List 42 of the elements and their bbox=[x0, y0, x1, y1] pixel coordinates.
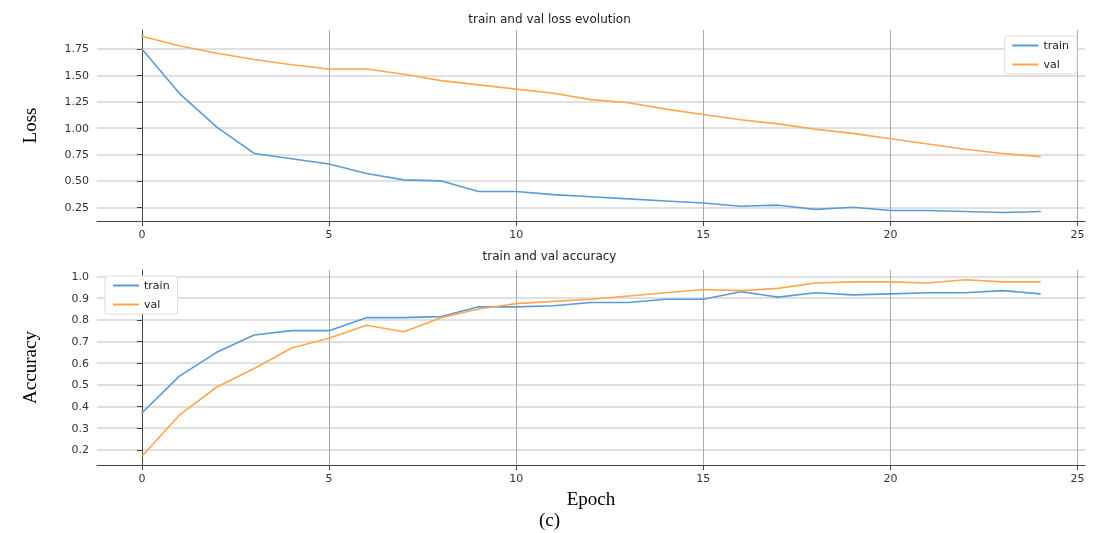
y-tick-label: 0.3 bbox=[71, 421, 89, 435]
legend-label: val bbox=[144, 298, 161, 311]
x-tick-label: 15 bbox=[696, 472, 711, 485]
line-series bbox=[141, 35, 1041, 158]
y-tick-label: 0.2 bbox=[71, 443, 89, 457]
y-tick-label: 0.25 bbox=[64, 200, 89, 214]
x-tick-label: 25 bbox=[1070, 228, 1085, 241]
legend-label: train bbox=[144, 279, 170, 292]
line-series bbox=[141, 289, 1041, 414]
x-tick-label: 0 bbox=[138, 472, 146, 485]
y-tick-label: 0.8 bbox=[71, 313, 89, 327]
y-tick-label: 1.25 bbox=[64, 95, 89, 109]
y-tick-label: 1.50 bbox=[64, 68, 89, 82]
y-tick-label: 0.9 bbox=[71, 291, 89, 305]
x-tick-label: 5 bbox=[325, 472, 333, 485]
x-tick-label: 10 bbox=[509, 472, 524, 485]
x-tick-label: 20 bbox=[883, 472, 898, 485]
y-tick-label: 0.50 bbox=[64, 174, 89, 188]
x-tick-label: 0 bbox=[138, 228, 146, 241]
y-tick-label: 0.7 bbox=[71, 335, 89, 348]
y-axis-title: Loss bbox=[19, 107, 40, 144]
x-tick-label: 15 bbox=[696, 228, 711, 241]
chart-title: train and val loss evolution bbox=[468, 12, 631, 26]
y-tick-label: 1.00 bbox=[64, 121, 89, 135]
chart-title: train and val accuracy bbox=[482, 249, 617, 263]
legend-label: train bbox=[1043, 39, 1070, 52]
text: (c) bbox=[538, 509, 561, 531]
x-axis-title: Epoch bbox=[566, 487, 616, 509]
x-tick-label: 20 bbox=[883, 228, 898, 241]
x-tick-label: 5 bbox=[325, 228, 333, 241]
y-tick-label: 0.75 bbox=[64, 148, 89, 162]
x-tick-label: 10 bbox=[509, 228, 524, 241]
y-tick-label: 1.0 bbox=[71, 270, 89, 283]
y-tick-label: 0.5 bbox=[71, 378, 89, 392]
y-tick-label: 0.4 bbox=[71, 400, 89, 413]
y-axis-title: Accuracy bbox=[19, 330, 40, 404]
y-tick-label: 1.75 bbox=[64, 42, 89, 56]
y-tick-label: 0.6 bbox=[71, 356, 89, 370]
line-series bbox=[141, 48, 1041, 214]
legend-label: val bbox=[1043, 58, 1060, 71]
line-series bbox=[141, 278, 1041, 458]
x-tick-label: 25 bbox=[1070, 472, 1085, 485]
